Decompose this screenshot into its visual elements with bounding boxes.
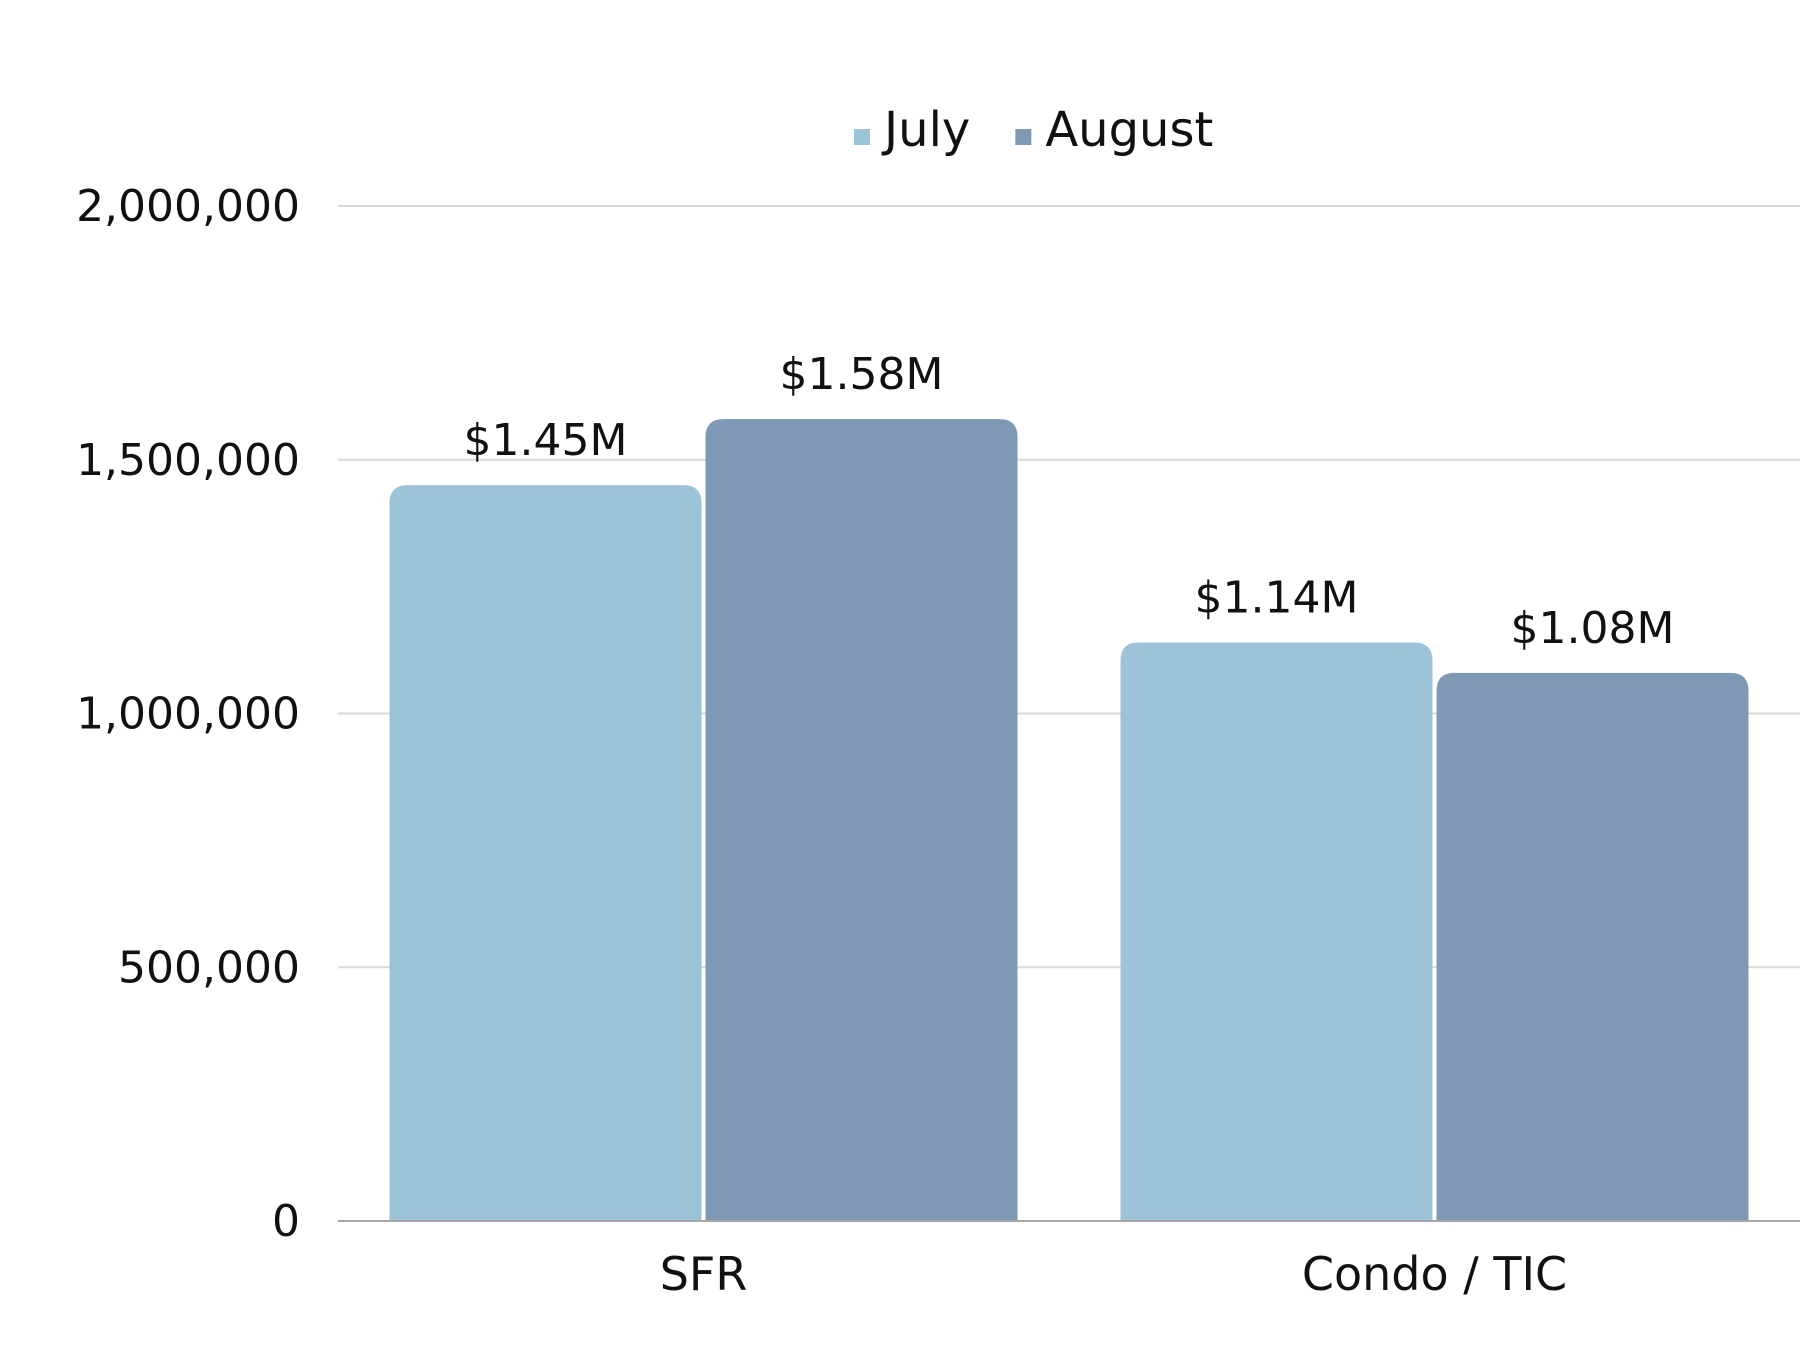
bars bbox=[389, 419, 1749, 1221]
data-label: $1.58M bbox=[780, 349, 944, 400]
y-tick-label: 2,000,000 bbox=[76, 181, 300, 232]
data-label: $1.45M bbox=[464, 415, 628, 466]
legend-swatch-august bbox=[1015, 129, 1032, 145]
data-label: $1.08M bbox=[1511, 603, 1675, 654]
legend-label-august: August bbox=[1045, 102, 1213, 158]
legend-label-july: July bbox=[881, 102, 970, 158]
y-tick-label: 1,000,000 bbox=[76, 689, 300, 740]
bar-august-0 bbox=[705, 419, 1018, 1221]
legend-swatch-july bbox=[854, 129, 870, 145]
axes: 0 500,000 1,000,000 1,500,000 2,000,000 SFR Co… bbox=[76, 181, 1800, 1301]
x-category-label: SFR bbox=[660, 1247, 748, 1301]
x-category-label: Condo / TIC bbox=[1302, 1247, 1567, 1301]
bar-august-1 bbox=[1436, 672, 1749, 1221]
bar-july-1 bbox=[1120, 642, 1433, 1221]
y-tick-label: 500,000 bbox=[118, 942, 300, 993]
data-label: $1.14M bbox=[1195, 572, 1359, 623]
y-tick-label: 1,500,000 bbox=[76, 435, 300, 486]
y-tick-label: 0 bbox=[272, 1196, 300, 1247]
bar-july-0 bbox=[389, 485, 702, 1221]
data-labels: $1.45M $1.58M $1.14M $1.08M bbox=[464, 349, 1675, 654]
legend: July August bbox=[854, 102, 1213, 158]
